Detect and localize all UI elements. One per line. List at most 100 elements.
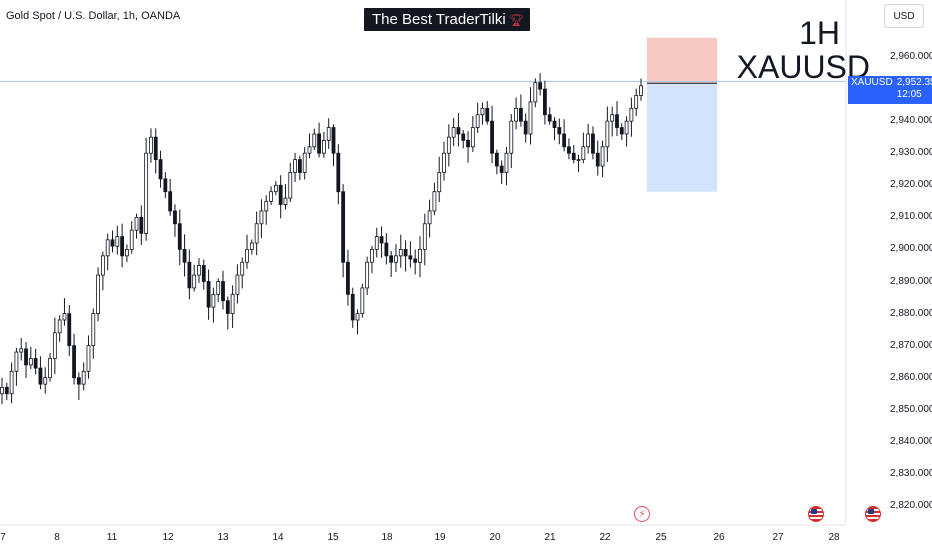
currency-button[interactable]: USD — [884, 4, 924, 28]
candle-body — [278, 184, 283, 205]
x-tick-label: 21 — [544, 532, 556, 543]
candle-body — [283, 197, 288, 205]
candle-body — [456, 127, 461, 135]
take-profit-zone — [647, 83, 717, 192]
price-tag-price: 2,952.355 — [896, 77, 932, 88]
x-tick-label: 15 — [327, 532, 339, 543]
candle-body — [389, 255, 394, 263]
candle-body — [442, 152, 446, 173]
candle-body — [9, 370, 14, 395]
candle-body — [120, 236, 125, 257]
us-flag-icon[interactable] — [808, 506, 824, 522]
y-tick-label: 2,860.000 — [890, 371, 932, 383]
symbol-description: Gold Spot / U.S. Dollar, 1h, OANDA — [6, 10, 181, 22]
candle-body — [466, 139, 470, 148]
candle-body — [422, 223, 427, 250]
candle-body — [221, 281, 225, 302]
candle-body — [605, 120, 610, 148]
candle-body — [408, 255, 413, 260]
candle-body — [446, 136, 451, 154]
candle-body — [91, 313, 96, 347]
y-tick-label: 2,880.000 — [890, 307, 932, 319]
candle-body — [105, 239, 110, 257]
candle-body — [302, 152, 307, 173]
candle-body — [557, 127, 562, 135]
candle-body — [52, 332, 57, 359]
x-tick-label: 22 — [599, 532, 611, 543]
candle-body — [403, 249, 408, 257]
candle-body — [355, 313, 360, 321]
candle-body — [615, 114, 619, 128]
candle-body — [336, 152, 341, 193]
stop-loss-zone — [647, 37, 717, 84]
candle-body — [182, 249, 187, 263]
candle-body — [562, 133, 567, 148]
candle-body — [307, 146, 312, 154]
y-tick-label: 2,910.000 — [890, 211, 932, 223]
candle-body — [76, 377, 81, 385]
candle-body — [230, 293, 235, 314]
candle-body — [418, 249, 422, 263]
candle-body — [432, 191, 437, 212]
candle-body — [461, 133, 466, 141]
candle-body — [591, 133, 595, 154]
candle-body — [225, 300, 230, 314]
candle-body — [470, 127, 475, 148]
y-tick-label: 2,840.000 — [890, 435, 932, 447]
candle-body — [273, 184, 278, 193]
candle-body — [504, 152, 509, 173]
candle-body — [38, 367, 43, 385]
x-tick-label: 28 — [828, 532, 840, 543]
current-price-tag: XAUUSD 2,952.355 12:05 — [848, 76, 932, 104]
candle-body — [206, 281, 211, 308]
candle-body — [254, 223, 259, 244]
candle-body — [269, 191, 273, 202]
y-tick-label: 2,940.000 — [890, 115, 932, 127]
lightning-icon[interactable]: ⚡︎ — [634, 506, 650, 522]
candle-body — [62, 313, 67, 321]
candle-body — [115, 236, 120, 247]
candle-body — [197, 265, 201, 276]
x-tick-label: 19 — [434, 532, 446, 543]
candle-body — [567, 146, 571, 154]
candle-body — [297, 159, 302, 173]
candle-body — [187, 261, 192, 289]
candle-body — [394, 255, 398, 263]
us-flag-icon[interactable] — [865, 506, 881, 522]
candle-body — [173, 210, 177, 225]
candle-body — [331, 127, 336, 154]
candle-body — [139, 216, 144, 234]
candle-body — [600, 146, 605, 167]
candle-body — [341, 191, 346, 263]
candle-body — [312, 133, 317, 148]
candle-body — [125, 249, 129, 257]
y-tick-label: 2,930.000 — [890, 147, 932, 159]
candle-body — [0, 386, 4, 395]
candle-body — [326, 127, 331, 141]
candle-body — [96, 274, 100, 314]
candle-body — [134, 216, 139, 231]
candle-body — [533, 82, 538, 103]
y-tick-label: 2,820.000 — [890, 500, 932, 511]
x-tick-label: 12 — [162, 532, 174, 543]
candle-body — [494, 152, 499, 167]
candle-body — [490, 120, 494, 154]
candle-body — [370, 249, 374, 263]
candle-body — [629, 107, 634, 122]
candle-body — [14, 351, 19, 372]
candle-body — [374, 236, 379, 250]
candle-body — [72, 345, 76, 379]
candle-body — [240, 261, 245, 276]
y-tick-label: 2,920.000 — [890, 179, 932, 191]
candle-body — [451, 127, 456, 138]
candle-body — [100, 255, 105, 276]
x-tick-label: 14 — [272, 532, 284, 543]
candle-body — [19, 348, 24, 353]
candle-body — [86, 345, 91, 372]
brand-name: The Best TraderTilki — [372, 11, 506, 28]
timeframe-watermark: 1H — [799, 15, 840, 51]
candle-body — [437, 172, 442, 193]
trophy-icon: 🏆︎ — [508, 12, 524, 27]
candle-body — [317, 133, 321, 154]
